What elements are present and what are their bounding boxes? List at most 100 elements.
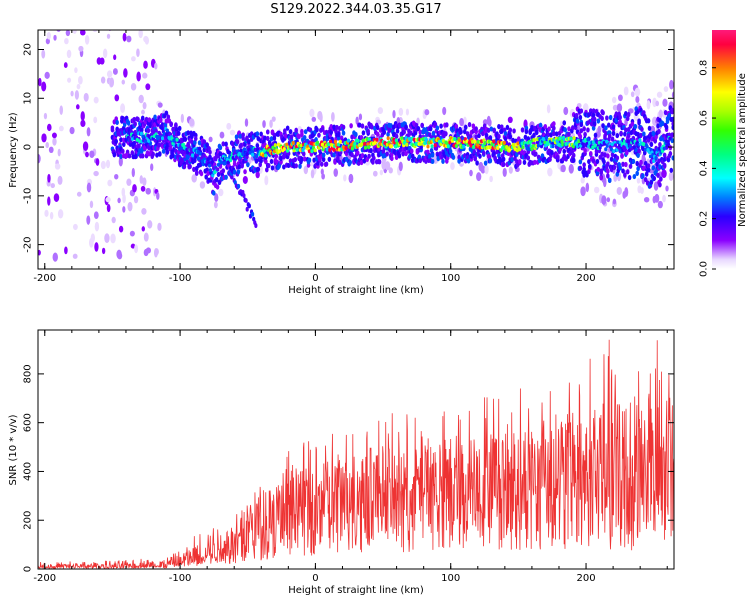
spectrogram-cell (631, 158, 636, 165)
spectrogram-cell (421, 137, 425, 142)
spectrogram-cell (294, 127, 298, 133)
spectrogram-cell (596, 118, 601, 124)
spectrogram-cell (610, 136, 615, 142)
spectrogram-cell (418, 157, 423, 164)
spectrogram-cell (662, 194, 666, 203)
spectrogram-cell (273, 143, 277, 148)
spectrogram-cell (208, 136, 213, 143)
spectrogram-cell (602, 177, 607, 188)
spectrogram-cell (572, 136, 576, 141)
spectrogram-cell (642, 142, 646, 147)
spectrogram-cell (132, 116, 137, 123)
spectrogram-cell (199, 151, 203, 156)
spectrogram-cell (147, 145, 152, 151)
spectrogram-cell (38, 249, 41, 256)
spectrogram-cell (627, 174, 632, 181)
spectrogram-cell (665, 143, 670, 148)
spectrogram-cell (86, 127, 91, 137)
spectrogram-y-ticks: -20 -10 0 10 20 (23, 43, 674, 253)
spectrogram-cell (160, 136, 165, 141)
colorbar-ticks: 0.0 0.2 0.4 0.6 0.8 (699, 60, 716, 277)
spectrogram-cell (186, 150, 190, 155)
spectrogram-y-tick-label: 20 (23, 43, 34, 56)
spectrogram-cell (76, 191, 82, 197)
spectrogram-cell (469, 143, 473, 148)
spectrogram-cell (382, 129, 387, 135)
spectrogram-cell (637, 120, 641, 126)
spectrogram-cell (279, 155, 283, 161)
spectrogram-cell (143, 248, 149, 257)
spectrogram-cell (580, 177, 585, 184)
spectrogram-cell (192, 166, 196, 172)
spectrogram-cell (333, 159, 337, 165)
spectrogram-cell (144, 116, 149, 122)
spectrogram-cell (132, 140, 137, 146)
spectrogram-cell (623, 172, 627, 178)
colorbar: 0.0 0.2 0.4 0.6 0.8 Normalized spectral ampl… (699, 30, 748, 277)
spectrogram-cell (560, 139, 564, 144)
spectrogram-cell (117, 197, 121, 204)
spectrogram-cell (271, 145, 275, 150)
spectrogram-cell (164, 110, 169, 116)
spectrogram-cell (558, 136, 562, 141)
spectrogram-cell (247, 203, 251, 209)
spectrogram-cell (367, 145, 371, 150)
spectrogram-cell (670, 132, 674, 138)
spectrogram-cell (564, 141, 568, 146)
spectrogram-cell (139, 131, 143, 136)
spectrogram-cell (360, 123, 365, 129)
spectrogram-cell (397, 153, 402, 159)
snr-panel: -200 -100 0 100 200 0 200 400 600 800 Height of … (8, 329, 675, 596)
spectrogram-cell (511, 137, 515, 144)
spectrogram-cell (526, 155, 531, 161)
spectrogram-cell (83, 92, 89, 102)
spectrogram-cell (652, 159, 656, 164)
spectrogram-cell (226, 160, 230, 165)
spectrogram-cell (41, 133, 47, 143)
spectrogram-cell (635, 96, 640, 103)
spectrogram-cell (277, 149, 282, 154)
spectrogram-cell (610, 142, 614, 147)
spectrogram-cell (405, 142, 409, 147)
spectrogram-cell (542, 137, 546, 142)
spectrogram-cell (375, 137, 379, 142)
spectrogram-cell (671, 91, 674, 99)
spectrogram-cell (668, 136, 672, 141)
spectrogram-x-tick-label: 0 (312, 273, 318, 284)
spectrogram-cell (433, 121, 438, 128)
spectrogram-cell (110, 233, 116, 244)
spectrogram-cell (141, 226, 145, 232)
spectrogram-cell (581, 141, 585, 146)
spectrogram-cell (48, 146, 54, 154)
spectrogram-cell (435, 125, 440, 131)
spectrogram-cell (348, 159, 352, 165)
spectrogram-cell (265, 135, 270, 142)
spectrogram-cell (657, 146, 661, 151)
spectrogram-cell (398, 161, 403, 172)
spectrogram-cell (618, 94, 623, 102)
spectrogram-cell (74, 67, 78, 74)
spectrogram-cell (245, 206, 249, 212)
spectrogram-cell (139, 127, 144, 133)
spectrogram-cell (400, 136, 404, 141)
spectrogram-cell (430, 158, 435, 164)
spectrogram-cell (520, 127, 525, 133)
spectrogram-cell (472, 149, 477, 155)
spectrogram-cell (484, 164, 489, 175)
spectrogram-cell (367, 137, 372, 142)
spectrogram-x-tick-label: -100 (169, 273, 192, 284)
spectrogram-cell (658, 141, 662, 148)
spectrogram-cell (606, 122, 611, 128)
spectrogram-cell (630, 91, 635, 98)
spectrogram-cell (101, 247, 106, 255)
spectrogram-cell (309, 161, 315, 167)
spectrogram-cell (621, 161, 625, 167)
spectrogram-cell (261, 153, 265, 158)
spectrogram-cell (389, 123, 393, 129)
spectrogram-cell (624, 150, 629, 156)
spectrogram-cell (224, 174, 228, 180)
spectrogram-cell (140, 153, 145, 159)
spectrogram-cell (361, 130, 366, 136)
spectrogram-cell (580, 186, 586, 197)
spectrogram-cell (668, 171, 674, 182)
